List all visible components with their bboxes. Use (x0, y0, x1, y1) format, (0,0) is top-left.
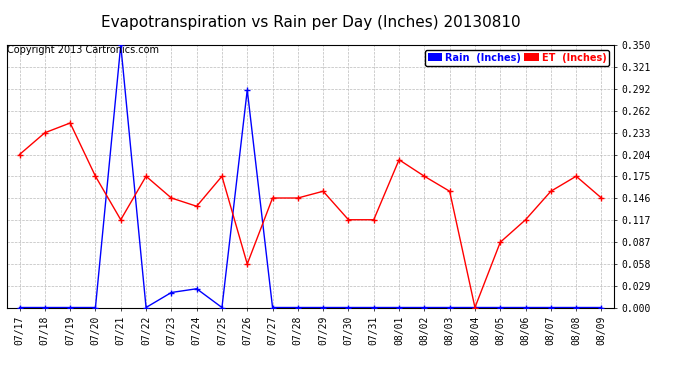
Legend: Rain  (Inches), ET  (Inches): Rain (Inches), ET (Inches) (425, 50, 609, 66)
Text: Evapotranspiration vs Rain per Day (Inches) 20130810: Evapotranspiration vs Rain per Day (Inch… (101, 15, 520, 30)
Text: Copyright 2013 Cartronics.com: Copyright 2013 Cartronics.com (7, 45, 159, 55)
